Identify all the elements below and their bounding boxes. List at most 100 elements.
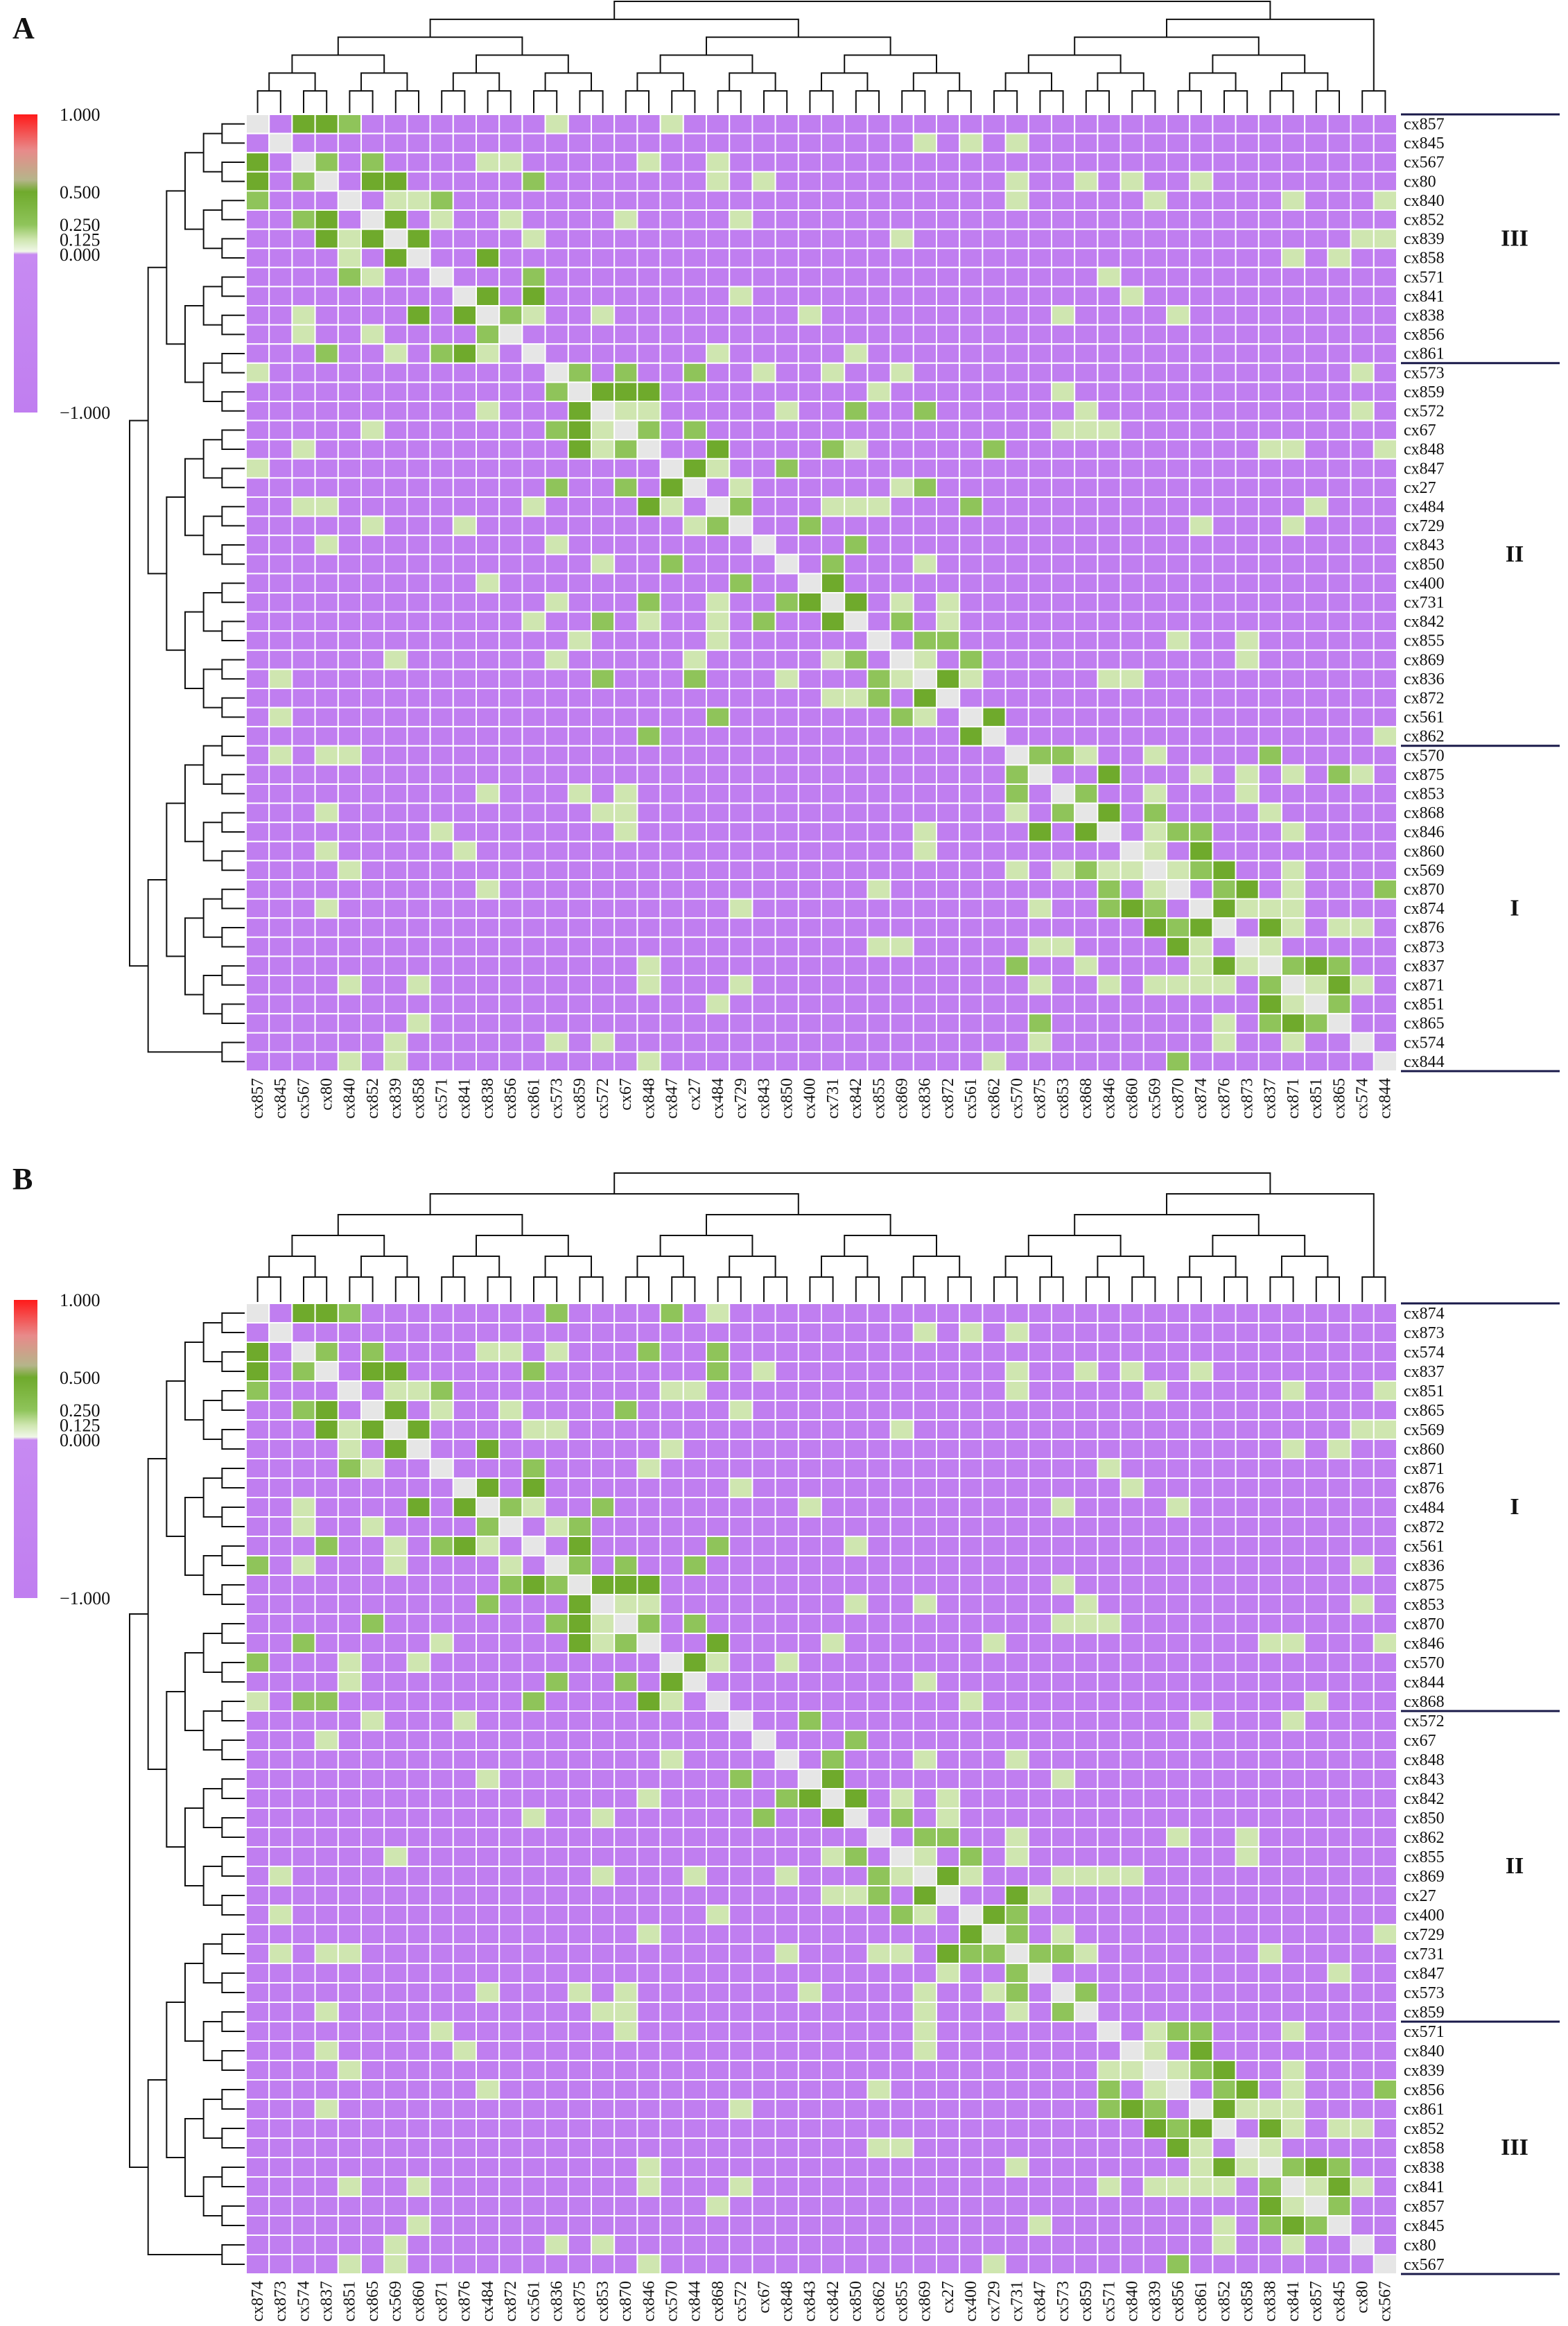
heatmap-cell <box>544 1013 569 1034</box>
heatmap-cell <box>360 630 385 651</box>
heatmap-cell <box>1027 1613 1053 1634</box>
heatmap-cell <box>591 2079 616 2100</box>
heatmap-cell <box>1327 936 1352 957</box>
heatmap-cell <box>1027 1943 1053 1964</box>
heatmap-cell <box>476 2157 500 2178</box>
heatmap-cell <box>1051 917 1076 938</box>
heatmap-cell <box>406 783 431 804</box>
heatmap-cell <box>959 553 984 575</box>
heatmap-cell <box>1304 2079 1329 2100</box>
heatmap-cell <box>498 1943 523 1964</box>
heatmap-cell <box>1189 1032 1214 1053</box>
heatmap-cell <box>1120 152 1144 173</box>
heatmap-cell <box>844 1866 869 1886</box>
heatmap-cell <box>314 2157 339 2178</box>
heatmap-cell <box>476 535 500 555</box>
heatmap-cell <box>1189 1904 1214 1925</box>
heatmap-cell <box>1051 1807 1076 1828</box>
row-label: cx872 <box>1404 690 1445 708</box>
heatmap-cell <box>1189 1963 1214 1984</box>
heatmap-cell <box>1166 439 1191 460</box>
heatmap-cell <box>521 1749 546 1770</box>
heatmap-cell <box>1142 1730 1168 1751</box>
heatmap-cell <box>567 477 592 498</box>
heatmap-cell <box>1212 1458 1237 1479</box>
heatmap-cell <box>1304 1419 1329 1440</box>
heatmap-cell <box>1350 419 1375 441</box>
heatmap-cell <box>1166 1497 1191 1518</box>
heatmap-cell <box>797 152 823 173</box>
heatmap-cell <box>821 1807 846 1828</box>
heatmap-cell <box>1281 1846 1306 1867</box>
heatmap-cell <box>360 190 385 211</box>
heatmap-cell <box>360 1594 385 1615</box>
heatmap-cell <box>959 439 984 460</box>
heatmap-cell <box>1327 1303 1352 1323</box>
heatmap-cell <box>959 573 984 594</box>
heatmap-cell <box>1212 496 1237 517</box>
heatmap-cell <box>729 114 753 134</box>
heatmap-cell <box>1166 1943 1191 1964</box>
heatmap-cell <box>1142 2157 1168 2178</box>
heatmap-cell <box>1304 362 1329 383</box>
heatmap-cell <box>1051 611 1076 632</box>
heatmap-cell <box>1373 381 1398 403</box>
heatmap-cell <box>591 1846 616 1867</box>
heatmap-cell <box>1257 458 1283 479</box>
heatmap-cell <box>682 1419 707 1440</box>
heatmap-cell <box>751 1982 776 2003</box>
heatmap-cell <box>682 1613 707 1634</box>
heatmap-cell <box>383 114 408 134</box>
heatmap-cell <box>406 1419 431 1440</box>
heatmap-cell <box>1166 1672 1191 1692</box>
heatmap-cell <box>245 1536 270 1556</box>
heatmap-cell <box>1304 1672 1329 1692</box>
heatmap-cell <box>751 955 776 977</box>
heatmap-cell <box>889 458 914 479</box>
heatmap-cell <box>498 2157 523 2178</box>
heatmap-cell <box>1212 1361 1237 1382</box>
heatmap-cell <box>751 171 776 192</box>
heatmap-cell <box>1373 592 1398 613</box>
heatmap-cell <box>337 458 362 479</box>
heatmap-cell <box>337 955 362 977</box>
heatmap-cell <box>337 1361 362 1382</box>
heatmap-cell <box>498 802 523 824</box>
heatmap-cell <box>337 1574 362 1595</box>
heatmap-cell <box>1120 2137 1144 2158</box>
column-label: cx874 <box>1192 1078 1210 1119</box>
heatmap-cell <box>959 1322 984 1343</box>
heatmap-cell <box>383 917 408 938</box>
heatmap-cell <box>406 649 431 670</box>
heatmap-cell <box>821 1963 846 1984</box>
heatmap-cell <box>406 515 431 537</box>
heatmap-cell <box>452 381 477 403</box>
heatmap-cell <box>1166 171 1191 192</box>
heatmap-cell <box>291 1846 316 1867</box>
heatmap-cell <box>406 477 431 498</box>
heatmap-cell <box>844 2002 869 2022</box>
heatmap-cell <box>889 822 914 842</box>
heatmap-cell <box>1281 975 1306 996</box>
heatmap-cell <box>1281 706 1306 728</box>
heatmap-cell <box>591 783 616 804</box>
heatmap-cell <box>1142 1885 1168 1906</box>
heatmap-cell <box>844 1303 869 1323</box>
heatmap-cell <box>452 286 477 306</box>
heatmap-cell <box>729 630 753 651</box>
heatmap-cell <box>1373 688 1398 709</box>
heatmap-cell <box>1257 1594 1283 1615</box>
heatmap-cell <box>982 190 1007 211</box>
heatmap-cell <box>1350 535 1375 555</box>
heatmap-cell <box>291 266 316 288</box>
heatmap-cell <box>1142 630 1168 651</box>
heatmap-cell <box>751 649 776 670</box>
heatmap-cell <box>429 1574 454 1595</box>
heatmap-cell <box>729 305 753 326</box>
heatmap-cell <box>314 114 339 134</box>
heatmap-cell <box>774 1672 799 1692</box>
heatmap-cell <box>797 1633 823 1654</box>
row-label: cx876 <box>1404 919 1445 937</box>
heatmap-cell <box>1304 248 1329 268</box>
heatmap-cell <box>521 1633 546 1654</box>
